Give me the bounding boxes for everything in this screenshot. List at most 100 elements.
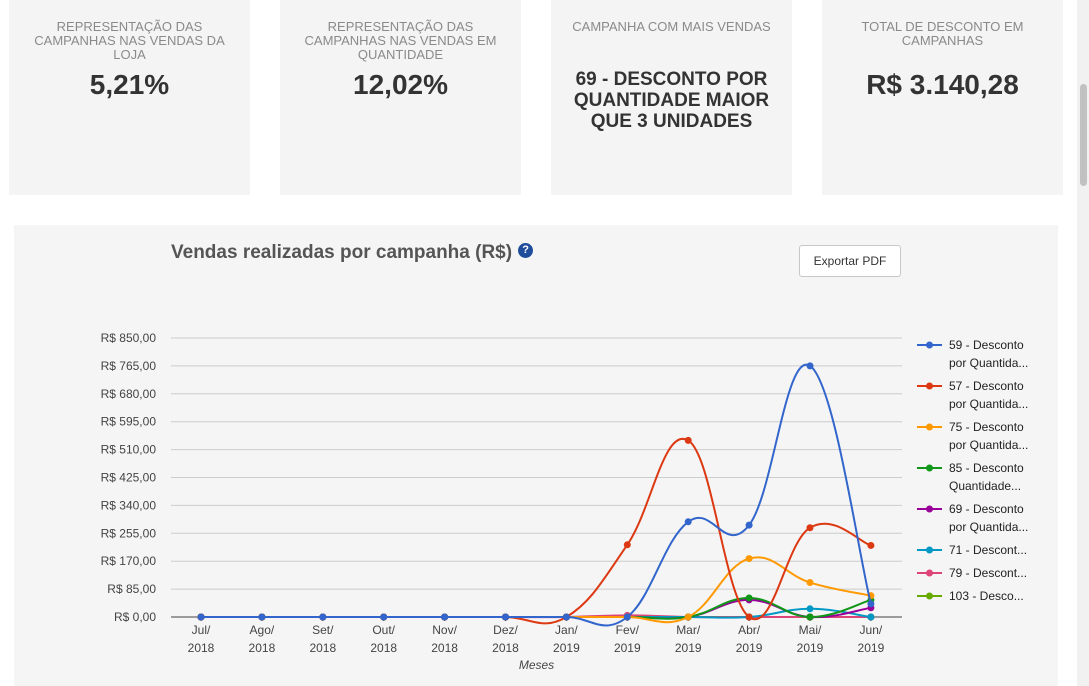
data-point — [684, 518, 692, 526]
x-axis-title: Meses — [519, 658, 554, 672]
data-point — [745, 594, 753, 602]
kpi-value: 5,21% — [89, 69, 170, 100]
data-point — [319, 613, 327, 621]
y-tick-label: R$ 170,00 — [101, 554, 157, 568]
kpi-label: REPRESENTAÇÃO DAS CAMPANHAS NAS VENDAS D… — [34, 19, 225, 62]
legend-item: 85 - Desconto Quantidade... — [917, 461, 1024, 493]
legend-swatch-dot — [926, 592, 933, 600]
x-tick-label: Jan/ — [555, 623, 578, 637]
legend-label: 71 - Descont... — [949, 543, 1027, 557]
x-tick-label: Mai/ — [799, 623, 822, 637]
data-point — [441, 613, 449, 621]
data-point — [867, 541, 875, 549]
legend-label: 75 - Desconto — [949, 420, 1024, 434]
legend-label: 85 - Desconto — [949, 461, 1024, 475]
legend-label: por Quantida... — [949, 520, 1028, 534]
x-tick-label-year: 2018 — [492, 641, 519, 655]
y-tick-label: R$ 425,00 — [101, 471, 157, 485]
y-tick-label: R$ 340,00 — [101, 498, 157, 512]
data-point — [806, 613, 814, 621]
data-point — [258, 613, 266, 621]
x-tick-label-year: 2019 — [675, 641, 702, 655]
x-tick-label: Out/ — [372, 623, 395, 637]
page-scrollbar[interactable] — [1077, 0, 1089, 686]
data-point — [867, 600, 875, 608]
legend-swatch-dot — [926, 464, 933, 472]
kpi-card-store-sales-share: REPRESENTAÇÃO DAS CAMPANHAS NAS VENDAS D… — [9, 0, 250, 195]
data-point — [806, 524, 814, 532]
x-tick-label-year: 2019 — [797, 641, 824, 655]
data-point — [806, 605, 814, 613]
x-tick-label-year: 2018 — [370, 641, 397, 655]
y-tick-label: R$ 765,00 — [101, 359, 157, 373]
kpi-label: TOTAL DE DESCONTO EM CAMPANHAS — [861, 19, 1024, 48]
data-point — [562, 613, 570, 621]
series-line — [201, 363, 872, 627]
legend-swatch-dot — [926, 505, 933, 513]
legend-label: 79 - Descont... — [949, 566, 1027, 580]
legend-swatch-dot — [926, 341, 933, 349]
legend-item: 71 - Descont... — [917, 543, 1027, 557]
data-point — [806, 579, 814, 587]
legend-label: por Quantida... — [949, 438, 1028, 452]
legend-item: 57 - Desconto por Quantida... — [917, 379, 1028, 411]
y-tick-label: R$ 85,00 — [107, 582, 156, 596]
x-tick-label: Abr/ — [738, 623, 761, 637]
y-tick-label: R$ 680,00 — [101, 387, 157, 401]
legend-label: 57 - Desconto — [949, 379, 1024, 393]
x-tick-label: Jun/ — [860, 623, 883, 637]
data-point — [745, 555, 753, 563]
kpi-value: R$ 3.140,28 — [866, 69, 1019, 100]
x-tick-label-year: 2019 — [553, 641, 580, 655]
x-tick-label: Fev/ — [616, 623, 640, 637]
legend-swatch-dot — [926, 569, 933, 577]
x-tick-label-year: 2019 — [858, 641, 885, 655]
export-pdf-button[interactable]: Exportar PDF — [799, 245, 901, 277]
legend-label: 59 - Desconto — [949, 338, 1024, 352]
x-tick-label: Set/ — [312, 623, 334, 637]
x-tick-label-year: 2019 — [736, 641, 763, 655]
legend-label: Quantidade... — [949, 479, 1021, 493]
legend-item: 79 - Descont... — [917, 566, 1027, 580]
legend-swatch-dot — [926, 423, 933, 431]
scrollbar-thumb[interactable] — [1080, 84, 1087, 186]
data-point — [502, 613, 509, 621]
kpi-card-top-campaign: CAMPANHA COM MAIS VENDAS 69 - DESCONTO P… — [551, 0, 792, 195]
series-group — [197, 362, 875, 627]
x-tick-label-year: 2019 — [614, 641, 641, 655]
legend-label: por Quantida... — [949, 356, 1028, 370]
legend-item: 59 - Desconto por Quantida... — [917, 338, 1028, 370]
series-group — [197, 605, 875, 621]
x-tick-label-year: 2018 — [249, 641, 276, 655]
kpi-label: REPRESENTAÇÃO DAS CAMPANHAS NAS VENDAS E… — [304, 19, 497, 62]
chart-title-row: Vendas realizadas por campanha (R$)? — [171, 242, 534, 264]
data-point — [867, 613, 875, 621]
y-tick-label: R$ 510,00 — [101, 443, 157, 457]
x-tick-label-year: 2018 — [431, 641, 458, 655]
data-point — [623, 613, 631, 621]
y-tick-label: R$ 595,00 — [101, 415, 157, 429]
legend-label: 69 - Desconto — [949, 502, 1024, 516]
series-line — [201, 596, 872, 620]
x-tick-label: Ago/ — [250, 623, 275, 637]
y-tick-label: R$ 0,00 — [114, 610, 156, 624]
legend-item: 75 - Desconto por Quantida... — [917, 420, 1028, 452]
legend-swatch-dot — [926, 546, 933, 554]
kpi-label: CAMPANHA COM MAIS VENDAS — [572, 19, 771, 34]
legend-swatch-dot — [926, 382, 933, 390]
data-point — [745, 521, 753, 529]
x-tick-label: Jul/ — [192, 623, 211, 637]
x-tick-label: Dez/ — [493, 623, 518, 637]
kpi-value: 12,02% — [353, 69, 448, 100]
line-chart: R$ 0,00 R$ 85,00 R$ 170,00 R$ 255,00 R$ 340,… — [101, 331, 1029, 672]
y-tick-label: R$ 850,00 — [101, 331, 157, 345]
data-point — [684, 613, 692, 621]
y-tick-label: R$ 255,00 — [101, 526, 157, 540]
x-tick-label: Nov/ — [432, 623, 457, 637]
data-point — [623, 541, 631, 549]
x-tick-label-year: 2018 — [309, 641, 336, 655]
legend-label: 103 - Desco... — [949, 589, 1024, 603]
help-icon[interactable]: ? — [518, 243, 534, 259]
x-tick-label: Mar/ — [676, 623, 701, 637]
series-line — [201, 556, 872, 624]
